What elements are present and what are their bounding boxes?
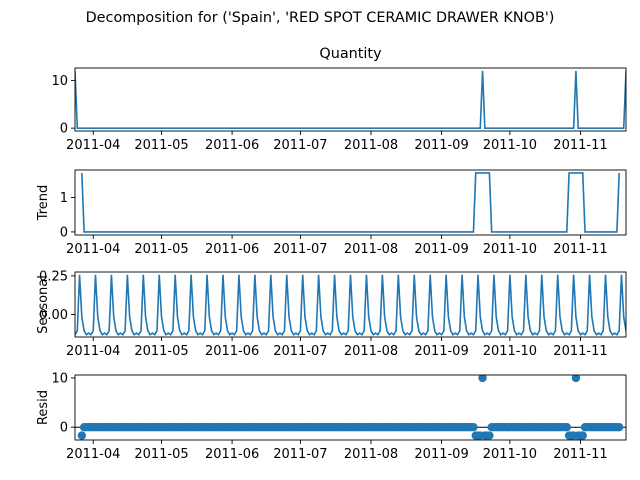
plot-area <box>75 70 626 129</box>
y-tick-label: 0 <box>60 122 68 137</box>
y-tick-label: 1 <box>60 191 68 206</box>
x-tick-label: 2011-10 <box>483 344 537 359</box>
x-tick-label: 2011-06 <box>205 242 259 257</box>
x-tick-label: 2011-08 <box>344 138 398 153</box>
plot-area <box>75 274 626 336</box>
axes-frame <box>74 169 627 236</box>
x-tick-label: 2011-04 <box>66 344 120 359</box>
x-tick-label: 2011-10 <box>483 138 537 153</box>
x-tick-label: 2011-11 <box>553 242 607 257</box>
series-line <box>81 172 620 233</box>
x-tick-label: 2011-07 <box>273 242 327 257</box>
x-tick-label: 2011-05 <box>134 447 188 462</box>
resid-point <box>478 375 487 383</box>
y-tick-label: 0 <box>60 225 68 240</box>
x-tick-label: 2011-05 <box>134 242 188 257</box>
series-line <box>75 70 626 129</box>
panel-resid: 0 10 2011-04 2011-05 2011-06 2011-07 2011-08 20… <box>36 371 627 462</box>
resid-point <box>562 423 571 432</box>
plot-area <box>75 375 626 440</box>
seasonal-line <box>75 274 626 336</box>
x-tick-label: 2011-05 <box>134 344 188 359</box>
axes-frame <box>74 374 627 441</box>
x-tick-label: 2011-07 <box>273 447 327 462</box>
panel-seasonal: 0.00 0.25 2011-04 2011-05 2011-06 2011-07 2011… <box>36 269 627 359</box>
x-tick-label: 2011-08 <box>344 344 398 359</box>
resid-point <box>578 431 587 440</box>
y-tick-label: 0.00 <box>39 308 68 323</box>
x-tick-label: 2011-04 <box>66 242 120 257</box>
panel-trend: 0 1 2011-04 2011-05 2011-06 2011-07 2011-08 201… <box>36 169 627 257</box>
y-tick-label: 0 <box>60 421 68 436</box>
y-tick-label: 10 <box>51 74 68 89</box>
x-tick-label: 2011-07 <box>273 344 327 359</box>
x-tick-label: 2011-06 <box>205 447 259 462</box>
x-tick-label: 2011-08 <box>344 242 398 257</box>
plot-area <box>81 172 620 233</box>
x-tick-label: 2011-07 <box>273 138 327 153</box>
panel-quantity: 0 10 2011-04 2011-05 2011-06 2011-07 2011-08 20… <box>51 46 627 153</box>
y-axis-label: Trend <box>36 185 51 222</box>
panel-title: Quantity <box>319 46 382 62</box>
y-tick-label: 0.25 <box>39 269 68 284</box>
x-tick-label: 2011-09 <box>414 447 468 462</box>
x-tick-label: 2011-10 <box>483 242 537 257</box>
x-tick-label: 2011-10 <box>483 447 537 462</box>
x-tick-label: 2011-06 <box>205 344 259 359</box>
x-tick-label: 2011-04 <box>66 138 120 153</box>
x-tick-label: 2011-11 <box>553 447 607 462</box>
y-tick-label: 10 <box>51 371 68 386</box>
x-tick-label: 2011-08 <box>344 447 398 462</box>
y-axis-label: Resid <box>36 390 51 425</box>
x-tick-label: 2011-05 <box>134 138 188 153</box>
x-tick-label: 2011-09 <box>414 242 468 257</box>
axes-frame <box>74 271 627 338</box>
x-tick-label: 2011-04 <box>66 447 120 462</box>
chart-suptitle: Decomposition for ('Spain', 'RED SPOT CE… <box>86 10 555 26</box>
x-tick-label: 2011-11 <box>553 138 607 153</box>
resid-point <box>571 375 581 383</box>
resid-point <box>614 423 624 432</box>
resid-point <box>469 423 478 432</box>
x-tick-label: 2011-06 <box>205 138 259 153</box>
axes-frame <box>74 67 627 132</box>
x-tick-label: 2011-11 <box>553 344 607 359</box>
x-tick-label: 2011-09 <box>414 344 468 359</box>
resid-point <box>77 431 87 440</box>
resid-point <box>485 431 494 440</box>
y-axis-label: Seasonal <box>36 275 51 334</box>
x-tick-label: 2011-09 <box>414 138 468 153</box>
